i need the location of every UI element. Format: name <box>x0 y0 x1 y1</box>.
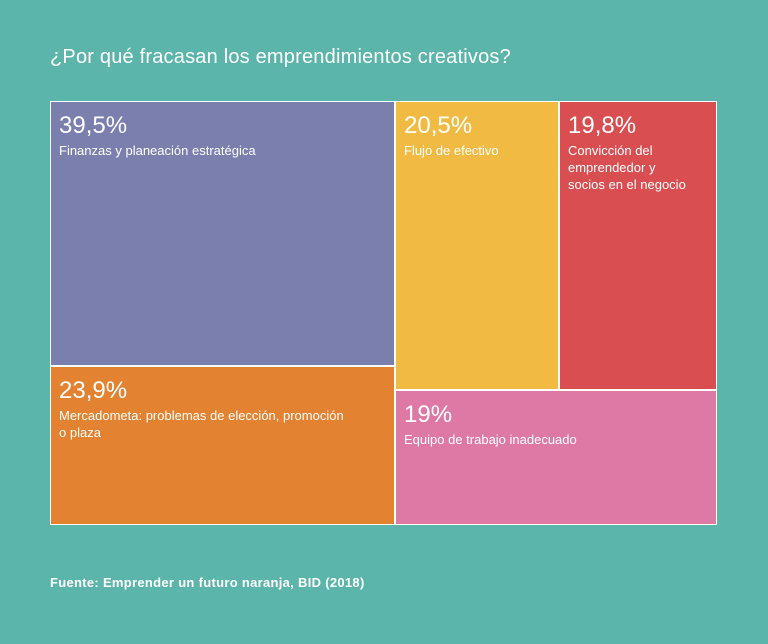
tile-label: Equipo de trabajo inadecuado <box>404 431 708 448</box>
source-note: Fuente: Emprender un futuro naranja, BID… <box>50 575 365 590</box>
tile-value: 19,8% <box>568 112 708 140</box>
tile-value: 20,5% <box>404 112 550 140</box>
tile-value: 23,9% <box>59 377 386 405</box>
tile-label: Mercadometa: problemas de elección, prom… <box>59 407 386 441</box>
tile-finanzas: 39,5% Finanzas y planeación estratégica <box>50 101 395 366</box>
chart-title: ¿Por qué fracasan los emprendimientos cr… <box>50 46 511 69</box>
tile-label: Finanzas y planeación estratégica <box>59 142 386 159</box>
tile-label: Flujo de efectivo <box>404 142 550 159</box>
tile-flujo-efectivo: 20,5% Flujo de efectivo <box>395 101 559 390</box>
tile-value: 39,5% <box>59 112 386 140</box>
treemap: 39,5% Finanzas y planeación estratégica … <box>50 101 717 525</box>
tile-mercadometa: 23,9% Mercadometa: problemas de elección… <box>50 366 395 525</box>
tile-value: 19% <box>404 401 708 429</box>
tile-label: Convicción del emprendedor y socios en e… <box>568 142 708 193</box>
tile-conviccion: 19,8% Convicción del emprendedor y socio… <box>559 101 717 390</box>
tile-equipo: 19% Equipo de trabajo inadecuado <box>395 390 717 525</box>
